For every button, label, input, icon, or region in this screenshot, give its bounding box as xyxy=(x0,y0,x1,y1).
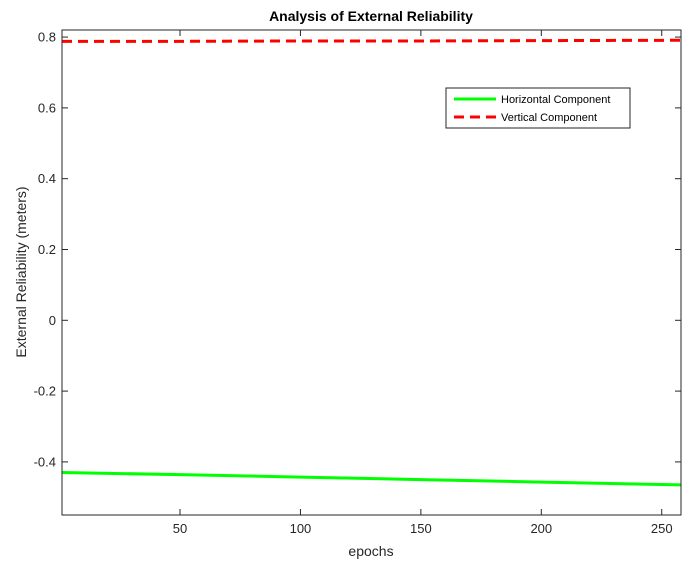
series-line-0 xyxy=(61,471,682,487)
legend-box xyxy=(445,87,631,129)
y-tick-label: -0.4 xyxy=(34,454,56,469)
series-line-1 xyxy=(62,38,682,43)
chart-title: Analysis of External Reliability xyxy=(269,8,473,24)
y-tick-label: 0.6 xyxy=(38,100,56,115)
y-tick-label: 0 xyxy=(49,313,56,328)
x-tick-label: 200 xyxy=(530,521,552,536)
legend-label-0: Horizontal Component xyxy=(501,94,610,106)
axes-box xyxy=(61,29,682,516)
y-axis-label: External Reliability (meters) xyxy=(13,186,29,357)
y-tick-label: 0.2 xyxy=(38,242,56,257)
axes-layer: 50 100 150 200 250 -0.4 -0.2 0 0.2 0.4 0.6 0.8 xyxy=(34,29,682,536)
x-tick-label: 50 xyxy=(173,521,187,536)
x-tick-label: 250 xyxy=(651,521,673,536)
series-layer xyxy=(61,38,682,487)
legend-label-1: Vertical Component xyxy=(501,112,597,124)
x-axis-label: epochs xyxy=(348,543,393,559)
x-tick-label: 150 xyxy=(410,521,432,536)
y-tick-label: -0.2 xyxy=(34,384,56,399)
y-tick-label: 0.8 xyxy=(38,30,56,45)
y-tick-label: 0.4 xyxy=(38,171,56,186)
x-tick-label: 100 xyxy=(290,521,312,536)
legend: Horizontal Component Vertical Component xyxy=(445,87,631,129)
